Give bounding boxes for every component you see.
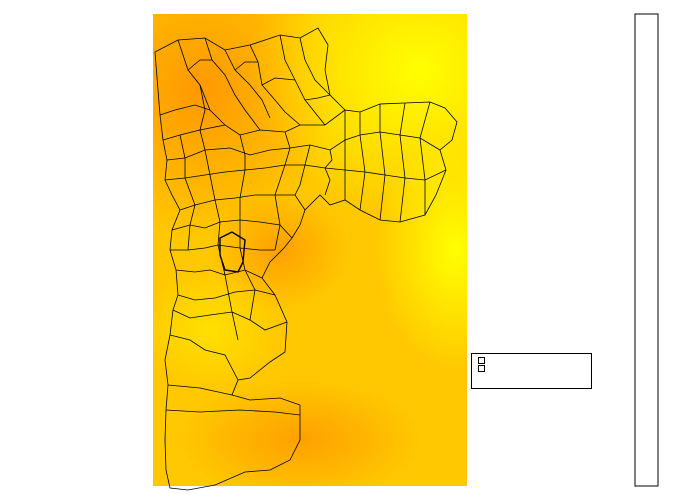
gwr-surface (153, 14, 467, 486)
legend-swatch-destination (478, 365, 485, 372)
origin-district (219, 231, 246, 273)
legend-box (471, 353, 592, 389)
legend-swatch-origin (478, 357, 485, 364)
district-boundaries (154, 27, 458, 491)
legend-item-destination (478, 365, 591, 372)
colorbar-ramp (634, 13, 659, 487)
legend-item-origin (478, 357, 591, 364)
